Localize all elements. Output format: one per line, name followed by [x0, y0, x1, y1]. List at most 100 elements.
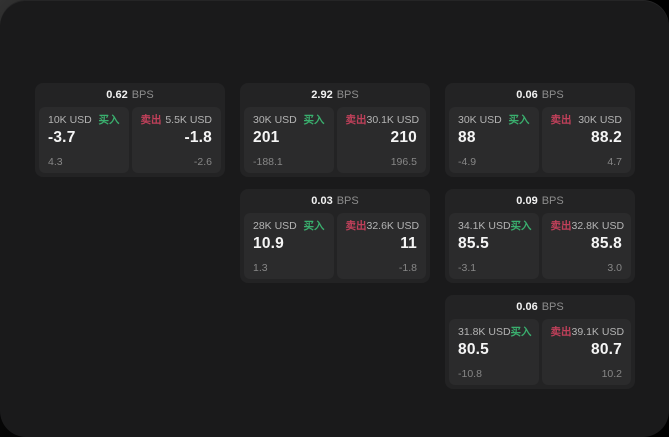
sell-sub-value: 196.5	[390, 155, 417, 168]
buy-size: 28K USD	[253, 220, 297, 232]
buy-sub-value: -4.9	[458, 155, 477, 168]
sell-panel-top: 卖出 32.8K USD	[550, 220, 625, 232]
quote-card: 2.92 BPS 30K USD 买入 201 -188.1 卖出 30.1K …	[240, 83, 430, 177]
buy-sub-value: 1.3	[253, 261, 268, 274]
buy-price: 201	[253, 128, 280, 146]
buy-panel-top: 28K USD 买入	[253, 221, 325, 232]
buy-button[interactable]: 买入	[510, 220, 532, 232]
sell-panel-top: 卖出 5.5K USD	[141, 115, 213, 126]
bps-value: 2.92	[311, 88, 333, 101]
sell-price: 11	[400, 234, 417, 252]
sell-size: 32.6K USD	[366, 220, 420, 232]
sell-price: 88.2	[591, 128, 622, 146]
sell-panel[interactable]: 卖出 32.8K USD 85.8 3.0	[541, 213, 631, 279]
sell-panel-top: 卖出 30K USD	[551, 115, 623, 126]
sell-panel[interactable]: 卖出 5.5K USD -1.8 -2.6	[131, 107, 221, 173]
card-header: 0.09 BPS	[449, 189, 631, 213]
price-panels: 34.1K USD 买入 85.5 -3.1 卖出 32.8K USD 85.8…	[449, 213, 631, 279]
bps-unit-label: BPS	[541, 88, 564, 101]
sell-panel-top: 卖出 30.1K USD	[345, 114, 420, 126]
sell-size: 32.8K USD	[571, 220, 625, 232]
buy-button[interactable]: 买入	[303, 114, 325, 126]
sell-size: 30.1K USD	[366, 114, 420, 126]
sell-size: 5.5K USD	[165, 114, 212, 126]
buy-panel-top: 30K USD 买入	[458, 115, 530, 126]
buy-panel-top: 10K USD 买入	[48, 115, 120, 126]
sell-button[interactable]: 卖出	[345, 114, 367, 126]
bps-unit-label: BPS	[336, 194, 359, 207]
sell-button[interactable]: 卖出	[345, 220, 367, 232]
buy-sub-value: -10.8	[458, 367, 482, 380]
buy-size: 34.1K USD	[458, 220, 511, 232]
bps-unit-label: BPS	[336, 88, 359, 101]
card-header: 0.06 BPS	[449, 295, 631, 319]
buy-size: 30K USD	[253, 114, 297, 126]
sell-panel-top: 卖出 39.1K USD	[550, 326, 625, 338]
buy-button[interactable]: 买入	[303, 220, 325, 232]
buy-panel[interactable]: 28K USD 买入 10.9 1.3	[244, 213, 334, 279]
card-header: 0.62 BPS	[39, 83, 221, 107]
sell-button[interactable]: 卖出	[140, 114, 162, 126]
bps-value: 0.09	[516, 194, 538, 207]
buy-price: 80.5	[458, 340, 489, 358]
bps-value: 0.62	[106, 88, 128, 101]
sell-sub-value: -2.6	[193, 155, 212, 168]
sell-price: 85.8	[591, 234, 622, 252]
card-header: 2.92 BPS	[244, 83, 426, 107]
buy-sub-value: -188.1	[253, 155, 283, 168]
price-panels: 30K USD 买入 201 -188.1 卖出 30.1K USD 210 1…	[244, 107, 426, 173]
sell-price: 80.7	[591, 340, 622, 358]
bps-value: 0.03	[311, 194, 333, 207]
buy-panel-top: 31.8K USD 买入	[458, 326, 532, 338]
sell-panel-top: 卖出 32.6K USD	[345, 220, 420, 232]
sell-button[interactable]: 卖出	[550, 326, 572, 338]
price-panels: 28K USD 买入 10.9 1.3 卖出 32.6K USD 11 -1.8	[244, 213, 426, 279]
price-panels: 30K USD 买入 88 -4.9 卖出 30K USD 88.2 4.7	[449, 107, 631, 173]
sell-size: 39.1K USD	[571, 326, 625, 338]
quote-card: 0.03 BPS 28K USD 买入 10.9 1.3 卖出 32.6K US…	[240, 189, 430, 283]
sell-panel[interactable]: 卖出 39.1K USD 80.7 10.2	[541, 319, 631, 385]
sell-price: 210	[390, 128, 417, 146]
buy-panel[interactable]: 34.1K USD 买入 85.5 -3.1	[449, 213, 539, 279]
buy-panel-top: 30K USD 买入	[253, 115, 325, 126]
quote-card: 0.62 BPS 10K USD 买入 -3.7 4.3 卖出 5.5K USD…	[35, 83, 225, 177]
quote-card: 0.06 BPS 31.8K USD 买入 80.5 -10.8 卖出 39.1…	[445, 295, 635, 389]
card-header: 0.03 BPS	[244, 189, 426, 213]
bps-value: 0.06	[516, 300, 538, 313]
quote-card: 0.06 BPS 30K USD 买入 88 -4.9 卖出 30K USD 8…	[445, 83, 635, 177]
buy-panel[interactable]: 31.8K USD 买入 80.5 -10.8	[449, 319, 539, 385]
buy-panel[interactable]: 30K USD 买入 201 -188.1	[244, 107, 334, 173]
sell-panel[interactable]: 卖出 30.1K USD 210 196.5	[336, 107, 426, 173]
quote-card: 0.09 BPS 34.1K USD 买入 85.5 -3.1 卖出 32.8K…	[445, 189, 635, 283]
price-panels: 10K USD 买入 -3.7 4.3 卖出 5.5K USD -1.8 -2.…	[39, 107, 221, 173]
buy-sub-value: -3.1	[458, 261, 477, 274]
buy-panel-top: 34.1K USD 买入	[458, 220, 532, 232]
buy-size: 10K USD	[48, 114, 92, 126]
sell-panel[interactable]: 卖出 32.6K USD 11 -1.8	[336, 213, 426, 279]
bps-value: 0.06	[516, 88, 538, 101]
sell-sub-value: -1.8	[398, 261, 417, 274]
buy-button[interactable]: 买入	[508, 114, 530, 126]
buy-price: 10.9	[253, 234, 284, 252]
buy-price: -3.7	[48, 128, 76, 146]
card-header: 0.06 BPS	[449, 83, 631, 107]
sell-button[interactable]: 卖出	[550, 220, 572, 232]
price-panels: 31.8K USD 买入 80.5 -10.8 卖出 39.1K USD 80.…	[449, 319, 631, 385]
sell-sub-value: 10.2	[601, 367, 622, 380]
sell-size: 30K USD	[578, 114, 622, 126]
buy-size: 31.8K USD	[458, 326, 511, 338]
buy-price: 88	[458, 128, 476, 146]
buy-price: 85.5	[458, 234, 489, 252]
buy-button[interactable]: 买入	[98, 114, 120, 126]
bps-unit-label: BPS	[541, 300, 564, 313]
sell-button[interactable]: 卖出	[550, 114, 572, 126]
sell-panel[interactable]: 卖出 30K USD 88.2 4.7	[541, 107, 631, 173]
sell-sub-value: 3.0	[607, 261, 622, 274]
sell-sub-value: 4.7	[607, 155, 622, 168]
bps-unit-label: BPS	[131, 88, 154, 101]
bps-unit-label: BPS	[541, 194, 564, 207]
buy-panel[interactable]: 30K USD 买入 88 -4.9	[449, 107, 539, 173]
buy-panel[interactable]: 10K USD 买入 -3.7 4.3	[39, 107, 129, 173]
buy-button[interactable]: 买入	[510, 326, 532, 338]
